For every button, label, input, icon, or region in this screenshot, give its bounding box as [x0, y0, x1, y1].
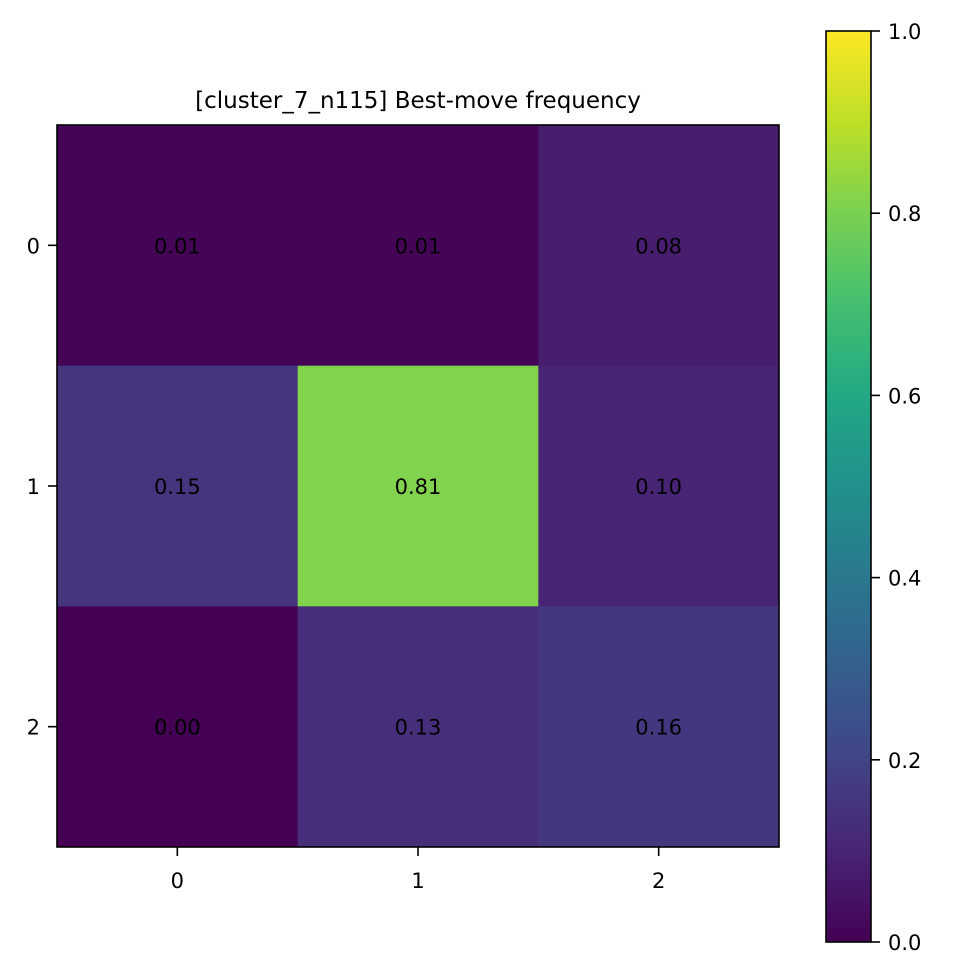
heatmap-cell: [57, 365, 299, 607]
x-tick-label: 2: [652, 869, 665, 893]
heatmap-cells: [57, 125, 780, 848]
y-tick-label: 1: [27, 475, 40, 499]
heatmap-cell: [538, 125, 780, 367]
cell-value-label: 0.15: [154, 475, 201, 499]
chart-title: [cluster_7_n115] Best-move frequency: [195, 88, 641, 114]
colorbar: [826, 31, 871, 942]
heatmap-cell-labels: 0.01 0.01 0.08 0.15 0.81 0.10 0.00 0.13 0.16: [154, 234, 682, 739]
heatmap-cell: [538, 606, 780, 848]
heatmap-cell: [297, 365, 539, 607]
cell-value-label: 0.01: [154, 234, 201, 258]
heatmap-cell: [538, 365, 780, 607]
cell-value-label: 0.10: [635, 475, 682, 499]
colorbar-tick-label: 0.2: [888, 749, 921, 773]
colorbar-tick-label: 1.0: [888, 20, 921, 44]
colorbar-axis: 0.0 0.2 0.4 0.6 0.8 1.0: [871, 20, 921, 955]
cell-value-label: 0.81: [395, 475, 442, 499]
x-tick-label: 1: [411, 869, 424, 893]
cell-value-label: 0.01: [395, 234, 442, 258]
y-tick-label: 0: [27, 234, 40, 258]
colorbar-tick-label: 0.0: [888, 931, 921, 955]
colorbar-tick-label: 0.4: [888, 567, 921, 591]
y-axis: 0 1 2: [27, 234, 57, 740]
cell-value-label: 0.16: [635, 716, 682, 740]
heatmap-cell: [297, 125, 539, 367]
colorbar-tick-label: 0.8: [888, 202, 921, 226]
x-tick-label: 0: [171, 869, 184, 893]
heatmap-cell: [297, 606, 539, 848]
cell-value-label: 0.08: [635, 234, 682, 258]
colorbar-tick-label: 0.6: [888, 384, 921, 408]
y-tick-label: 2: [27, 716, 40, 740]
heatmap-cell: [57, 125, 299, 367]
cell-value-label: 0.13: [395, 716, 442, 740]
heatmap-cell: [57, 606, 299, 848]
x-axis: 0 1 2: [171, 847, 665, 893]
colorbar-frame: [825, 30, 872, 943]
cell-value-label: 0.00: [154, 716, 201, 740]
